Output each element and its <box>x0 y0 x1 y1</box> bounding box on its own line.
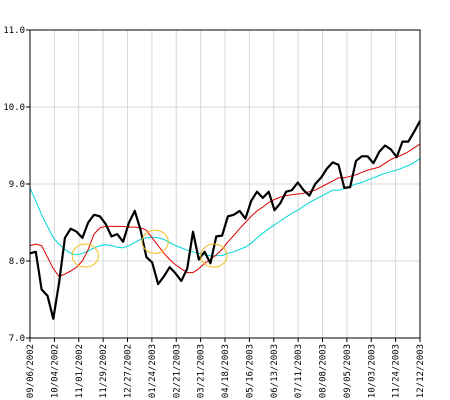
y-axis-ticks: 7.0 8.0 9.0 10.0 11.0 <box>3 26 30 344</box>
x-tick-label: 05/16/2003 <box>245 344 255 398</box>
y-tick-label: 7.0 <box>9 334 25 344</box>
annotations <box>71 229 228 268</box>
x-tick-label: 03/21/2003 <box>197 344 207 398</box>
x-tick-label: 10/03/2003 <box>367 344 377 398</box>
y-tick-label: 8.0 <box>9 257 25 267</box>
y-tick-label: 10.0 <box>3 103 25 113</box>
x-tick-label: 11/01/2002 <box>75 344 85 398</box>
x-tick-label: 12/27/2002 <box>124 344 134 398</box>
x-tick-label: 06/13/2003 <box>270 344 280 398</box>
x-tick-label: 07/11/2003 <box>294 344 304 398</box>
y-tick-label: 9.0 <box>9 180 25 190</box>
highlight-ellipse <box>71 243 99 268</box>
x-tick-label: 12/12/2003 <box>416 344 426 398</box>
x-tick-label: 02/21/2003 <box>172 344 182 398</box>
x-tick-label: 01/24/2003 <box>148 344 158 398</box>
series-ma_short-line <box>29 143 421 277</box>
x-tick-label: 09/05/2003 <box>343 344 353 398</box>
x-axis-ticks: 09/06/2002 10/04/2002 11/01/2002 11/29/2002… <box>26 338 426 398</box>
series-price-line <box>29 120 421 320</box>
x-tick-label: 04/18/2003 <box>221 344 231 398</box>
grid <box>29 29 421 339</box>
x-tick-label: 11/29/2002 <box>99 344 109 398</box>
highlight-ellipse <box>200 243 228 268</box>
x-tick-label: 08/08/2003 <box>319 344 329 398</box>
x-tick-label: 09/06/2002 <box>26 344 36 398</box>
highlight-ellipse <box>141 229 169 254</box>
x-tick-label: 10/04/2002 <box>50 344 60 398</box>
plot-frame <box>29 29 421 339</box>
x-tick-label: 11/24/2003 <box>392 344 402 398</box>
y-tick-label: 11.0 <box>3 26 25 36</box>
